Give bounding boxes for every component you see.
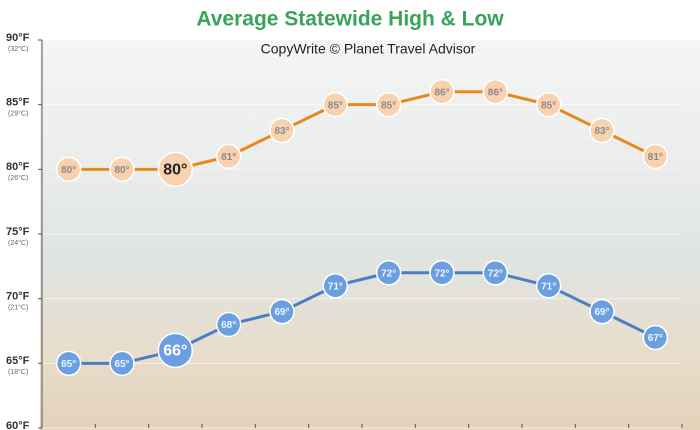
data-point xyxy=(589,298,615,325)
data-label: 80° xyxy=(61,165,76,176)
data-label: 85° xyxy=(541,100,556,111)
data-point xyxy=(642,143,669,170)
data-label: 71° xyxy=(328,281,343,292)
data-label: 65° xyxy=(114,359,129,370)
y-tick-label: 70°F xyxy=(6,291,30,303)
data-label: 85° xyxy=(328,100,343,111)
data-label: 69° xyxy=(274,307,289,318)
chart-title: Average Statewide High & Low xyxy=(196,8,504,31)
data-label: 80° xyxy=(163,162,187,179)
data-label: 85° xyxy=(381,100,396,111)
data-label: 83° xyxy=(274,126,289,137)
data-point xyxy=(482,260,509,286)
data-label: 72° xyxy=(381,268,396,279)
data-point xyxy=(429,78,455,105)
data-point xyxy=(322,272,349,299)
data-label: 72° xyxy=(488,268,503,279)
data-point xyxy=(375,260,402,286)
y-tick-sublabel: (18°C) xyxy=(8,368,28,376)
data-point xyxy=(215,143,242,170)
annotation: CopyWrite © Planet Travel Advisor xyxy=(261,41,476,57)
data-label: 71° xyxy=(541,281,556,292)
data-label: 86° xyxy=(434,87,449,98)
data-point xyxy=(215,311,242,338)
y-tick-sublabel: (24°C) xyxy=(8,239,28,247)
data-label: 81° xyxy=(221,152,236,163)
plot-background xyxy=(40,40,700,430)
data-label: 83° xyxy=(594,126,609,137)
data-point xyxy=(482,78,509,105)
data-label: 65° xyxy=(61,359,76,370)
data-label: 66° xyxy=(163,343,187,360)
y-tick-sublabel: (26°C) xyxy=(8,174,28,182)
data-label: 69° xyxy=(594,307,609,318)
data-point xyxy=(375,91,402,118)
y-tick-label: 85°F xyxy=(6,97,30,109)
data-point xyxy=(429,260,455,286)
y-tick-sublabel: (29°C) xyxy=(8,110,28,118)
data-point xyxy=(535,272,562,299)
y-tick-sublabel: (21°C) xyxy=(8,304,28,312)
data-label: 86° xyxy=(488,87,503,98)
data-label: 80° xyxy=(114,165,129,176)
data-point xyxy=(642,324,669,351)
data-label: 68° xyxy=(221,320,236,331)
data-label: 67° xyxy=(648,333,663,344)
data-point xyxy=(269,298,295,325)
y-tick-label: 65°F xyxy=(6,355,30,367)
y-tick-sublabel: (32°C) xyxy=(8,45,28,53)
data-point xyxy=(589,117,615,144)
data-point xyxy=(109,156,135,183)
y-tick-label: 60°F xyxy=(6,420,30,430)
data-point xyxy=(157,151,194,188)
data-point xyxy=(55,350,82,377)
data-label: 81° xyxy=(648,152,663,163)
y-tick-label: 75°F xyxy=(6,226,30,238)
y-tick-label: 90°F xyxy=(6,32,30,44)
data-point xyxy=(269,117,295,144)
data-point xyxy=(535,91,562,118)
y-tick-label: 80°F xyxy=(6,161,30,173)
data-label: 72° xyxy=(434,268,449,279)
data-point xyxy=(157,332,194,369)
data-point xyxy=(55,156,82,183)
data-point xyxy=(109,350,135,377)
data-point xyxy=(322,91,349,118)
